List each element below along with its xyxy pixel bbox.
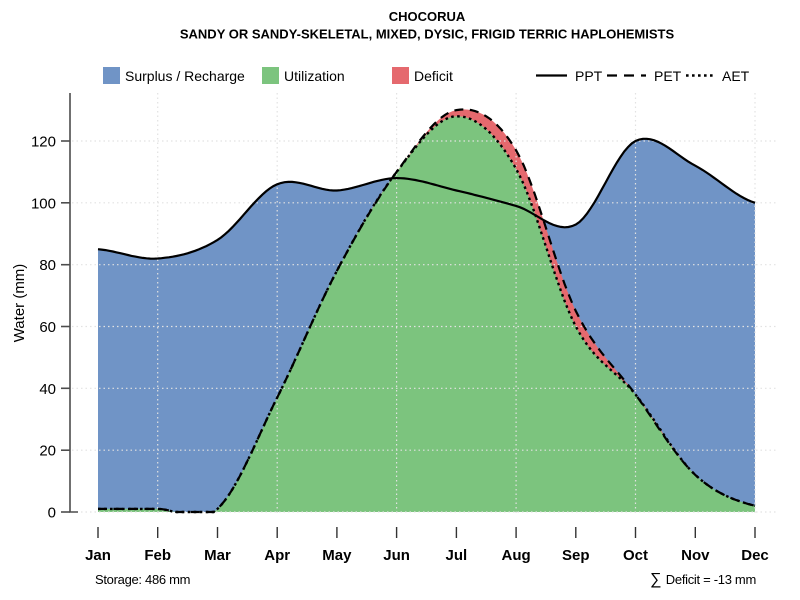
y-axis-title: Water (mm) — [11, 264, 28, 343]
x-tick-label: Oct — [623, 547, 648, 564]
y-tick-label: 120 — [31, 134, 56, 151]
deficit-note: ∑ Deficit = -13 mm — [650, 571, 756, 588]
legend-label-utilization: Utilization — [284, 68, 345, 84]
x-tick-label: Feb — [144, 547, 171, 564]
chart-title: CHOCORUA — [389, 9, 466, 24]
x-tick-label: Mar — [204, 547, 231, 564]
x-tick-marks — [97, 527, 756, 538]
legend-label-pet: PET — [654, 68, 682, 84]
sigma-symbol: ∑ — [650, 571, 661, 588]
legend-swatch-surplus — [103, 67, 120, 84]
legend-swatch-utilization — [262, 67, 279, 84]
y-tick-label: 0 — [48, 505, 56, 522]
x-tick-label: Jan — [85, 547, 111, 564]
y-tick-label: 100 — [31, 195, 56, 212]
legend-label-ppt: PPT — [575, 68, 603, 84]
x-tick-label: Apr — [264, 547, 290, 564]
chart-subtitle: SANDY OR SANDY-SKELETAL, MIXED, DYSIC, F… — [180, 27, 675, 42]
x-tick-label: May — [322, 547, 352, 564]
storage-note: Storage: 486 mm — [95, 572, 190, 587]
y-axis-line — [69, 93, 78, 513]
ppt-line — [97, 137, 756, 260]
legend-label-surplus: Surplus / Recharge — [125, 68, 245, 84]
deficit-note-text: Deficit = -13 mm — [666, 572, 756, 587]
legend-label-deficit: Deficit — [414, 68, 453, 84]
y-tick-marks — [61, 140, 70, 513]
legend-label-aet: AET — [722, 68, 750, 84]
grid-vertical — [157, 93, 756, 516]
y-tick-label: 60 — [39, 319, 56, 336]
x-tick-label: Dec — [741, 547, 769, 564]
utilization-area — [98, 116, 755, 513]
legend-swatch-deficit — [392, 67, 409, 84]
x-tick-label: Jul — [446, 547, 468, 564]
x-tick-label: Jun — [383, 547, 410, 564]
pet-line — [98, 108, 756, 514]
x-tick-label: Aug — [502, 547, 531, 564]
y-tick-label: 20 — [39, 443, 56, 460]
x-tick-label: Nov — [681, 547, 710, 564]
y-tick-label: 40 — [39, 381, 56, 398]
y-tick-labels: 0 20 40 60 80 100 120 — [31, 134, 56, 522]
x-tick-labels: Jan Feb Mar Apr May Jun Jul Aug Sep Oct Nov Dec — [85, 547, 769, 564]
x-tick-label: Sep — [562, 547, 590, 564]
y-tick-label: 80 — [39, 257, 56, 274]
